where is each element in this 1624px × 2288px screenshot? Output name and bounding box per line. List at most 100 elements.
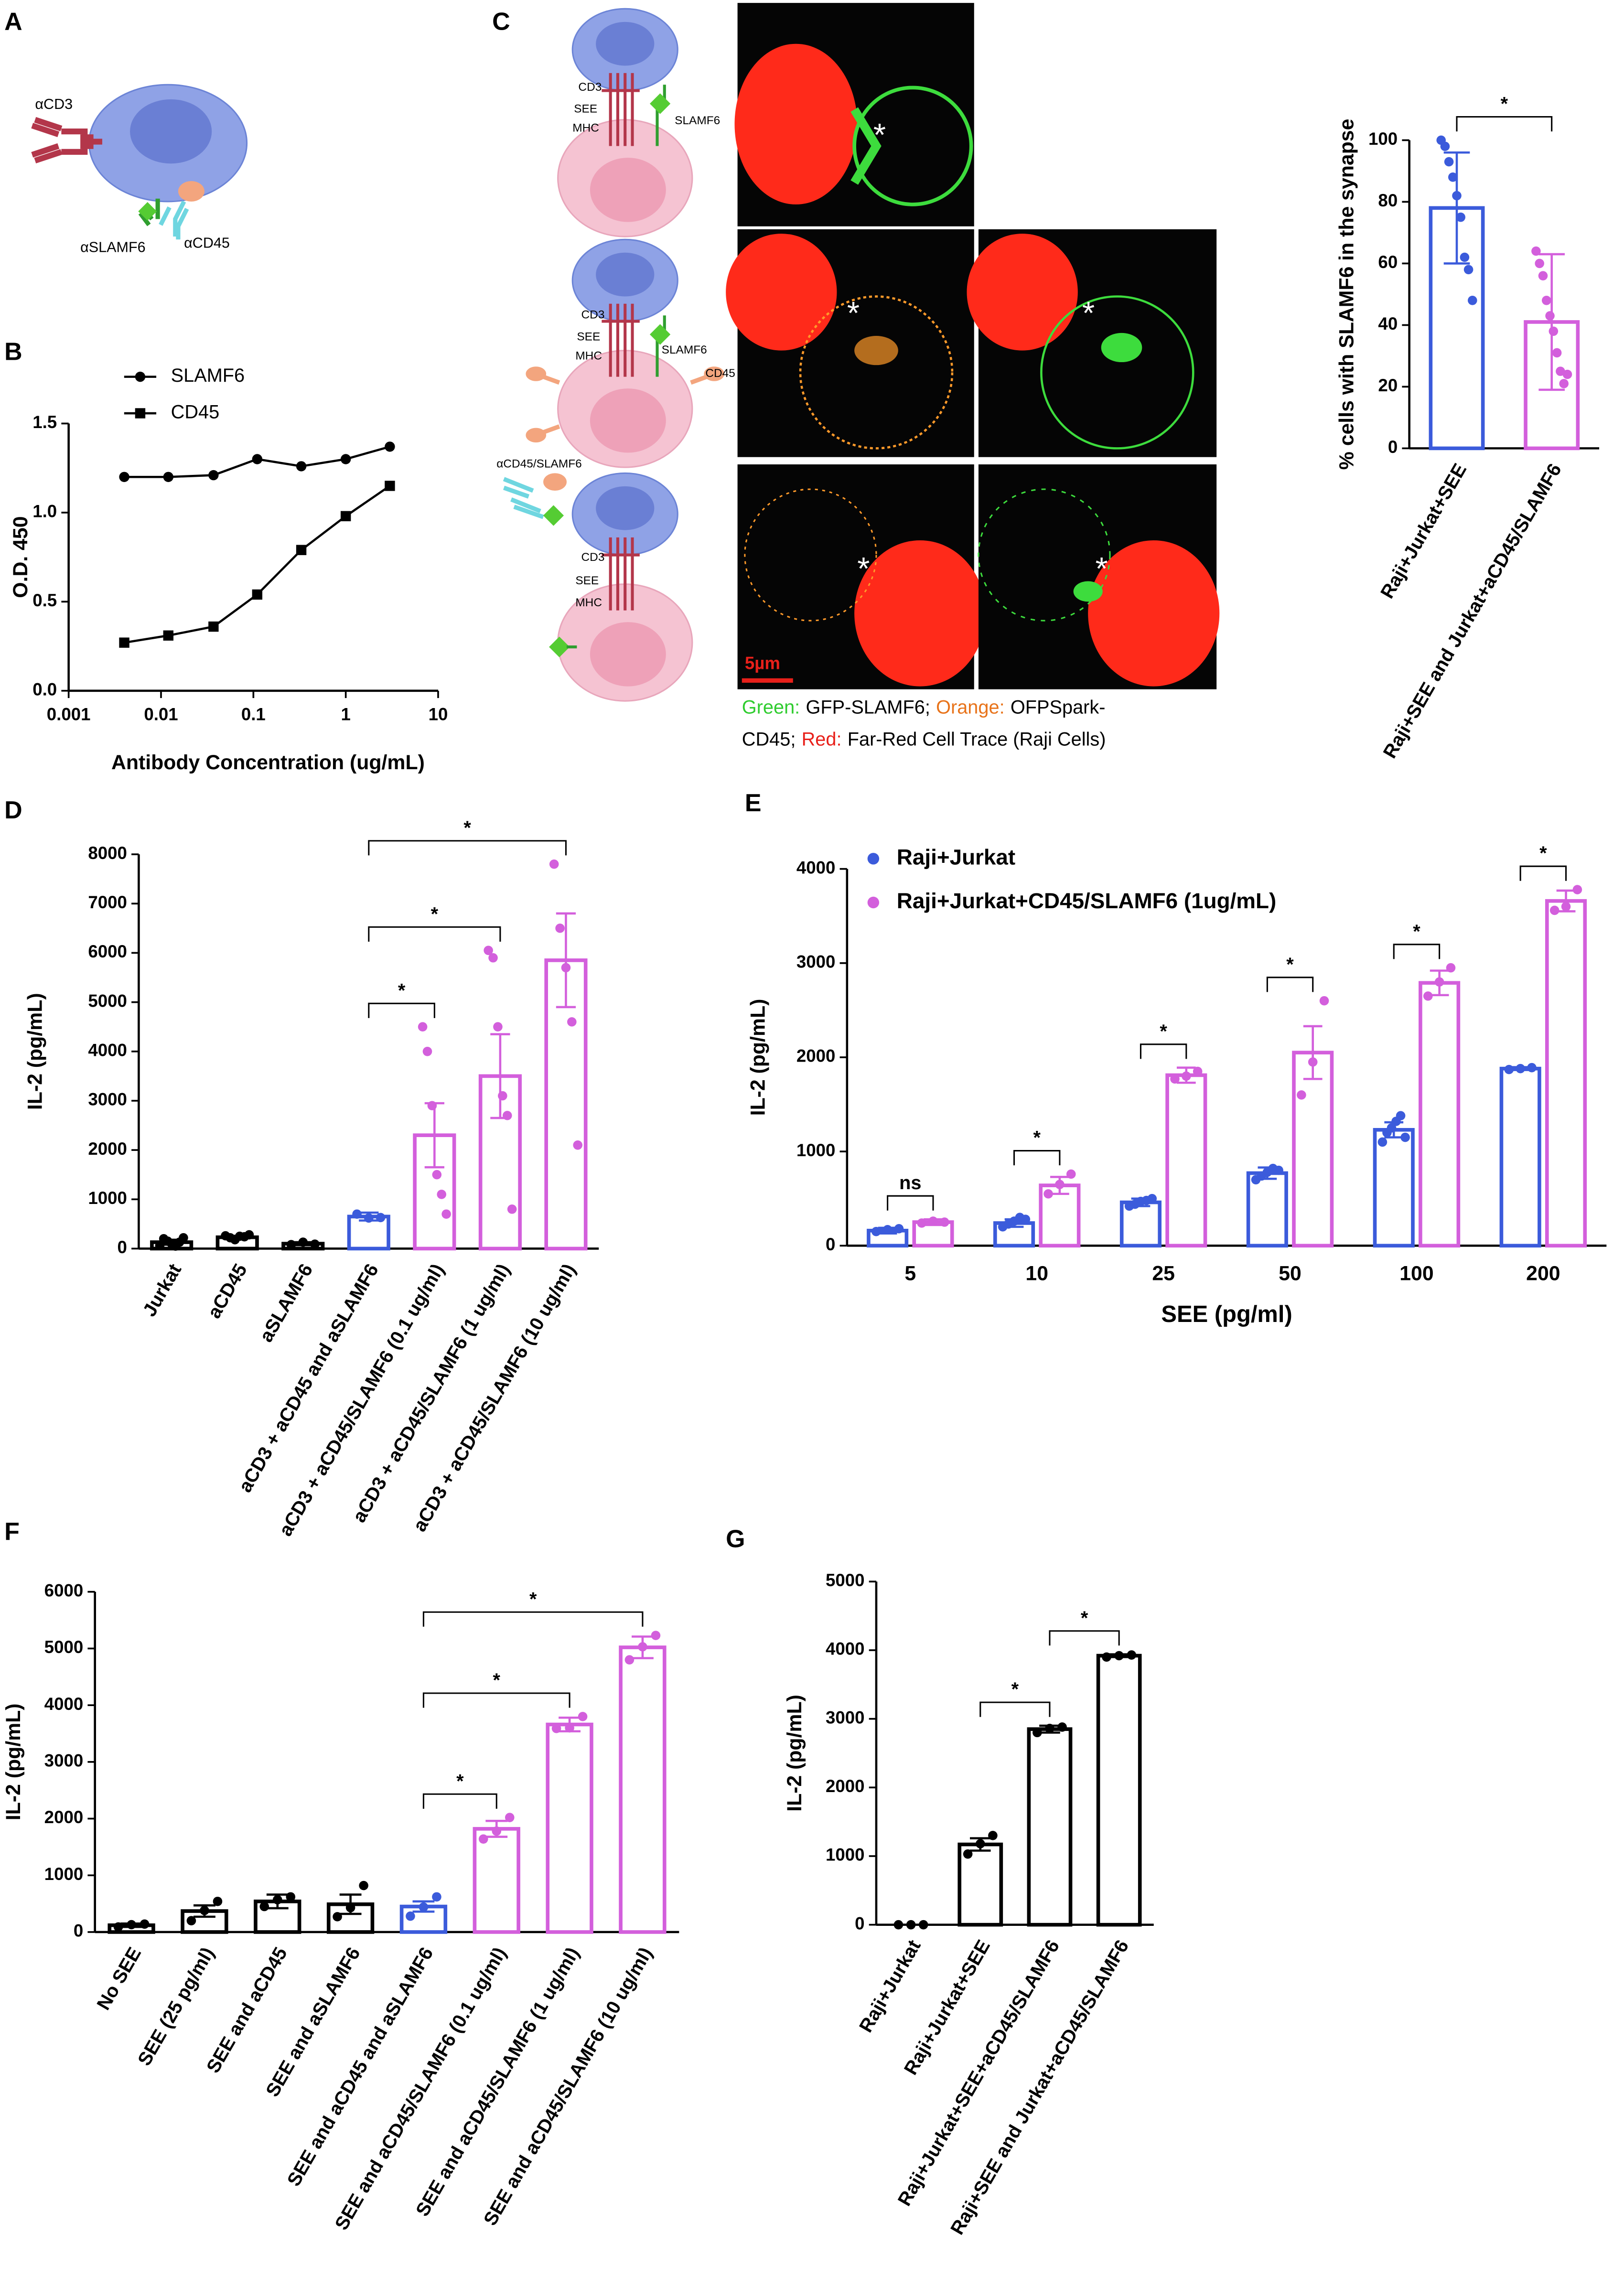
y-tick-label: 1.5 bbox=[32, 412, 57, 432]
data-point bbox=[252, 589, 263, 600]
y-tick-label: 6000 bbox=[88, 942, 127, 961]
y-tick-label: 0 bbox=[74, 1921, 83, 1941]
slamf6-signal bbox=[1073, 581, 1103, 602]
cd45-signal bbox=[854, 336, 898, 365]
data-point bbox=[310, 1239, 320, 1249]
tcr-complex bbox=[602, 73, 640, 146]
cd45-head bbox=[526, 366, 547, 381]
data-point bbox=[1440, 141, 1450, 151]
data-point bbox=[296, 461, 307, 472]
data-point bbox=[422, 1047, 432, 1056]
x-tick-label: 200 bbox=[1526, 1262, 1560, 1285]
y-tick-label: 5000 bbox=[826, 1570, 865, 1590]
data-point bbox=[624, 1655, 635, 1665]
data-point bbox=[1182, 1071, 1191, 1081]
y-tick-label: 3000 bbox=[44, 1751, 84, 1771]
y-tick-label: 1000 bbox=[826, 1845, 865, 1865]
slamf6-signal bbox=[1101, 333, 1142, 363]
data-point bbox=[376, 1213, 386, 1223]
data-point bbox=[1396, 1111, 1406, 1121]
diagram-label: SEE bbox=[575, 574, 599, 587]
data-point bbox=[244, 1230, 254, 1240]
significance-bracket bbox=[422, 1692, 570, 1708]
significance-label: * bbox=[431, 903, 439, 924]
significance-bracket bbox=[368, 1002, 435, 1018]
data-point bbox=[1531, 246, 1541, 256]
y-tick-label: 4000 bbox=[88, 1040, 127, 1060]
data-point bbox=[493, 1022, 503, 1031]
synapse-marker: * bbox=[1095, 551, 1108, 587]
y-axis-title: % cells with SLAMF6 in the synapse bbox=[1335, 119, 1358, 470]
data-point bbox=[565, 1723, 574, 1733]
data-point bbox=[1504, 1064, 1514, 1074]
data-point bbox=[286, 1892, 296, 1902]
x-tick-label: 0.1 bbox=[241, 704, 266, 724]
data-point bbox=[1541, 296, 1551, 305]
caption: CD45; Red: Far-Red Cell Trace (Raji Cells) bbox=[742, 729, 1106, 750]
x-tick-label: 5 bbox=[904, 1262, 916, 1285]
data-point bbox=[578, 1712, 588, 1721]
error-bar bbox=[1303, 1025, 1323, 1080]
nucleus bbox=[590, 158, 666, 222]
data-point bbox=[359, 1880, 368, 1891]
cd45-head bbox=[526, 428, 547, 443]
panel-label: A bbox=[4, 8, 22, 36]
diagram-label: CD3 bbox=[581, 309, 605, 322]
data-point bbox=[1387, 1123, 1397, 1133]
synapse-marker: * bbox=[847, 295, 860, 331]
caption-part: Green: bbox=[742, 697, 800, 718]
data-point bbox=[906, 1920, 916, 1930]
raji-signal bbox=[1088, 540, 1220, 687]
data-point bbox=[567, 1017, 577, 1027]
data-point bbox=[1032, 1728, 1042, 1738]
data-point bbox=[333, 1912, 342, 1922]
diagram-label: CD3 bbox=[581, 551, 605, 564]
data-point bbox=[1460, 252, 1470, 262]
data-point bbox=[340, 454, 351, 464]
data-point bbox=[286, 1240, 296, 1249]
data-point bbox=[882, 1225, 893, 1235]
significance-bracket bbox=[887, 1195, 934, 1211]
data-point bbox=[555, 924, 565, 933]
data-point bbox=[1057, 1722, 1067, 1732]
significance-bracket bbox=[1456, 116, 1553, 132]
data-point bbox=[364, 1213, 374, 1223]
data-point bbox=[127, 1920, 136, 1930]
raji-signal bbox=[726, 234, 837, 351]
cd3 bbox=[80, 134, 94, 149]
y-tick-label: 0 bbox=[1388, 437, 1398, 457]
diagram-label: αCD45/SLAMF6 bbox=[496, 457, 581, 470]
y-tick-label: 4000 bbox=[826, 1639, 865, 1659]
y-tick-label: 2000 bbox=[88, 1139, 127, 1159]
diagram-c: CD3 SEE MHC SLAMF6 CD3 SEE MHC SLAMF6 CD… bbox=[496, 8, 735, 702]
slamf6-free bbox=[549, 636, 570, 657]
y-tick-label: 0 bbox=[855, 1913, 864, 1933]
data-point bbox=[1434, 977, 1444, 987]
data-point bbox=[419, 1902, 429, 1912]
y-tick-label: 100 bbox=[1368, 129, 1398, 149]
data-point bbox=[1045, 1724, 1054, 1733]
data-point bbox=[988, 1831, 998, 1840]
y-tick-label: 3000 bbox=[826, 1708, 865, 1727]
data-point bbox=[1545, 311, 1555, 321]
data-point bbox=[252, 454, 263, 464]
significance-label: ns bbox=[899, 1172, 921, 1193]
data-point bbox=[488, 953, 498, 963]
y-tick-label: 4000 bbox=[44, 1694, 84, 1714]
antibody-label: αCD3 bbox=[35, 96, 73, 112]
nucleus bbox=[596, 252, 655, 297]
data-point bbox=[437, 1190, 446, 1199]
data-point bbox=[498, 1091, 507, 1101]
data-point bbox=[940, 1217, 949, 1227]
cd45 bbox=[542, 375, 708, 435]
y-tick-label: 40 bbox=[1378, 314, 1398, 333]
data-point bbox=[551, 1724, 561, 1733]
y-axis-title: IL-2 (pg/mL) bbox=[783, 1695, 806, 1812]
data-point bbox=[1562, 369, 1572, 379]
y-tick-label: 7000 bbox=[88, 892, 127, 912]
cd45-signal bbox=[799, 295, 954, 450]
synapse-marker: * bbox=[857, 551, 870, 587]
legend-marker bbox=[135, 408, 146, 419]
diagram-label: MHC bbox=[575, 596, 602, 609]
